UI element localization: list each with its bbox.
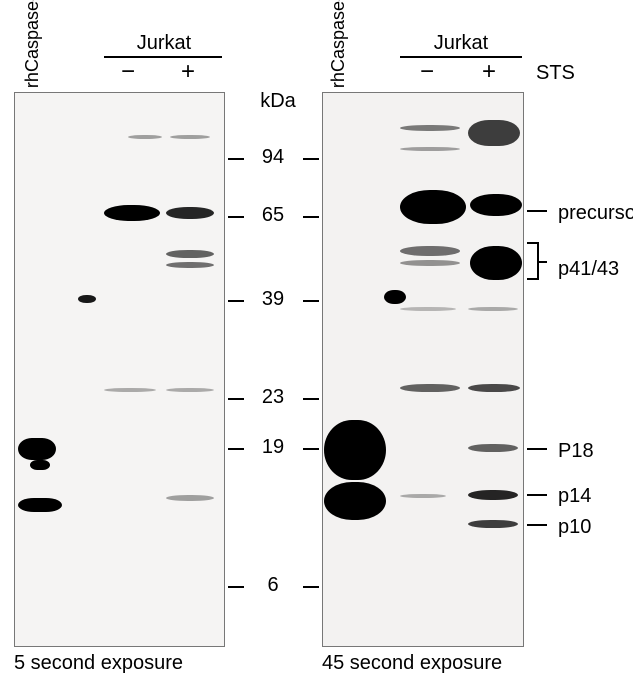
blot-band	[166, 388, 214, 392]
mw-tick	[228, 586, 244, 588]
blot-band	[78, 295, 96, 303]
annotation-tick	[527, 448, 547, 450]
blot-band	[400, 494, 446, 498]
annotation-tick	[527, 494, 547, 496]
mw-tick	[228, 448, 244, 450]
blot-band	[400, 307, 456, 311]
mw-tick	[303, 586, 319, 588]
mw-label: 94	[251, 146, 295, 169]
blot-band	[166, 250, 214, 258]
blot-band	[470, 194, 522, 216]
blot-band	[166, 262, 214, 268]
lane-label-rhcaspase8-left: rhCaspase-8	[22, 0, 43, 88]
lane-label-plus-left: +	[181, 58, 195, 86]
blot-band	[166, 207, 214, 219]
mw-tick	[228, 398, 244, 400]
blot-left	[14, 92, 225, 647]
mw-tick	[228, 158, 244, 160]
annotation-label: p14	[558, 485, 591, 508]
blot-band	[468, 120, 520, 146]
lane-label-plus-right: +	[482, 58, 496, 86]
mw-tick	[303, 158, 319, 160]
blot-band	[18, 438, 56, 460]
blot-band	[400, 246, 460, 256]
blot-band	[18, 498, 62, 512]
blot-band	[400, 384, 460, 392]
blot-band	[400, 260, 460, 266]
lane-label-rhcaspase8-right: rhCaspase-8	[328, 0, 349, 88]
lane-label-minus-right: −	[420, 58, 434, 86]
blot-band	[468, 520, 518, 528]
lane-label-minus-left: −	[121, 58, 135, 86]
caption-left: 5 second exposure	[14, 652, 183, 675]
blot-band	[468, 384, 520, 392]
lane-label-sts: STS	[536, 62, 575, 85]
annotation-tick	[527, 524, 547, 526]
blot-band	[324, 420, 386, 480]
mw-label: 39	[251, 288, 295, 311]
blot-band	[470, 246, 522, 280]
mw-tick	[303, 448, 319, 450]
lane-rule-right	[400, 56, 522, 58]
blot-band	[104, 205, 160, 221]
blot-band	[468, 307, 518, 311]
blot-band	[170, 135, 210, 139]
blot-band	[400, 147, 460, 151]
lane-label-jurkat-left: Jurkat	[131, 32, 197, 55]
blot-band	[400, 190, 466, 224]
annotation-label: p41/43	[558, 258, 619, 281]
mw-label: 6	[251, 574, 295, 597]
blot-band	[400, 125, 460, 131]
mw-label: 65	[251, 204, 295, 227]
blot-band	[468, 444, 518, 452]
annotation-label: p10	[558, 516, 591, 539]
mw-tick	[303, 398, 319, 400]
blot-band	[324, 482, 386, 520]
blot-band	[128, 135, 162, 139]
mw-label: 23	[251, 386, 295, 409]
caption-right: 45 second exposure	[322, 652, 502, 675]
blot-band	[166, 495, 214, 501]
annotation-label: P18	[558, 440, 594, 463]
annotation-label: precursor	[558, 202, 633, 225]
annotation-tick	[539, 261, 547, 263]
annotation-tick	[527, 210, 547, 212]
blot-band	[468, 490, 518, 500]
lane-label-jurkat-right: Jurkat	[428, 32, 494, 55]
mw-tick	[228, 216, 244, 218]
mw-tick	[303, 216, 319, 218]
mw-label: 19	[251, 436, 295, 459]
blot-band	[104, 388, 156, 392]
mw-tick	[228, 300, 244, 302]
blot-right	[322, 92, 524, 647]
blot-band	[384, 290, 406, 304]
mw-tick	[303, 300, 319, 302]
blot-band	[30, 460, 50, 470]
mw-header: kDa	[258, 90, 298, 113]
annotation-bracket	[527, 242, 539, 280]
